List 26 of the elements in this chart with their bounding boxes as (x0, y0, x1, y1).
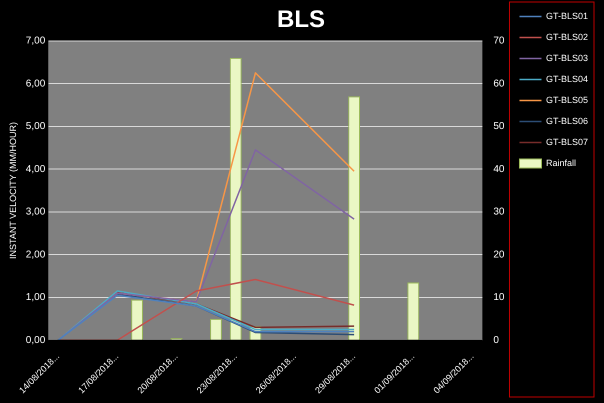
legend-label: GT-BLS07 (546, 136, 588, 147)
legend-label: GT-BLS01 (546, 10, 588, 21)
y2-tick-label: 30 (493, 206, 505, 218)
y-tick-label: 6,00 (26, 78, 46, 90)
y2-tick-label: 60 (493, 78, 505, 90)
y2-tick-label: 0 (493, 334, 500, 346)
legend-label: GT-BLS03 (546, 52, 588, 63)
y-tick-label: 0,00 (26, 334, 46, 346)
legend-label: GT-BLS02 (546, 32, 588, 42)
y-tick-label: 4,00 (26, 164, 46, 175)
y-tick-label: 5,00 (26, 121, 46, 132)
y-tick-label: 2,00 (26, 249, 46, 260)
y-tick-label: 3,00 (26, 206, 46, 218)
legend-label: GT-BLS06 (546, 116, 588, 126)
y2-tick-label: 50 (493, 121, 505, 132)
y-tick-label: 1,00 (26, 292, 46, 304)
legend-label: Rainfall (546, 158, 576, 168)
legend-label: GT-BLS05 (546, 94, 588, 105)
chart-title: BLS (277, 6, 325, 34)
y-tick-label: 7,00 (26, 36, 46, 47)
y2-tick-label: 10 (493, 292, 505, 304)
y-axis-title: INSTANT VELOCITY (MM/HOUR) (8, 122, 18, 260)
y2-tick-label: 40 (493, 164, 505, 175)
y2-tick-label: 20 (493, 249, 505, 260)
y2-tick-label: 70 (493, 36, 505, 47)
legend-label: GT-BLS04 (546, 74, 588, 84)
